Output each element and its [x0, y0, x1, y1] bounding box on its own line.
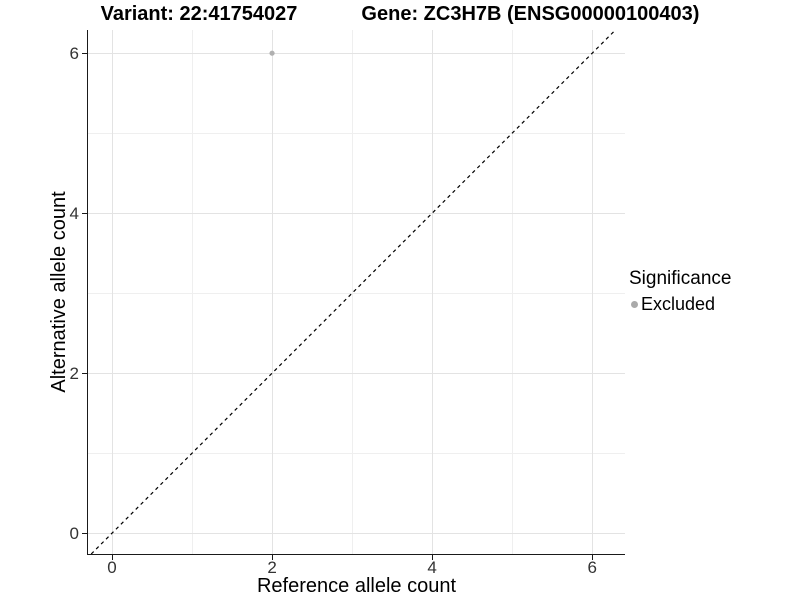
x-tick-label: 4	[427, 558, 436, 577]
identity-line	[90, 29, 616, 555]
legend-item-label: Excluded	[641, 294, 716, 314]
x-tick-label: 2	[267, 558, 276, 577]
legend: Significance Excluded	[629, 268, 731, 315]
y-tick-label: 4	[70, 204, 79, 223]
legend-title: Significance	[629, 268, 732, 289]
y-tick-label: 6	[70, 44, 79, 63]
plot-title-row: Variant: 22:41754027 Gene: ZC3H7B (ENSG0…	[0, 3, 800, 26]
x-axis-title: Reference allele count	[256, 575, 456, 597]
x-tick-label: 6	[587, 558, 596, 577]
gene-title: Gene: ZC3H7B (ENSG00000100403)	[361, 3, 700, 25]
x-tick-label: 0	[107, 558, 116, 577]
legend-item-excluded: Excluded	[631, 294, 731, 315]
y-tick-label: 0	[70, 524, 79, 543]
excluded-point-icon	[631, 301, 638, 308]
y-tick-label: 2	[70, 364, 79, 383]
data-point	[269, 50, 275, 56]
variant-title: Variant: 22:41754027	[100, 3, 298, 25]
